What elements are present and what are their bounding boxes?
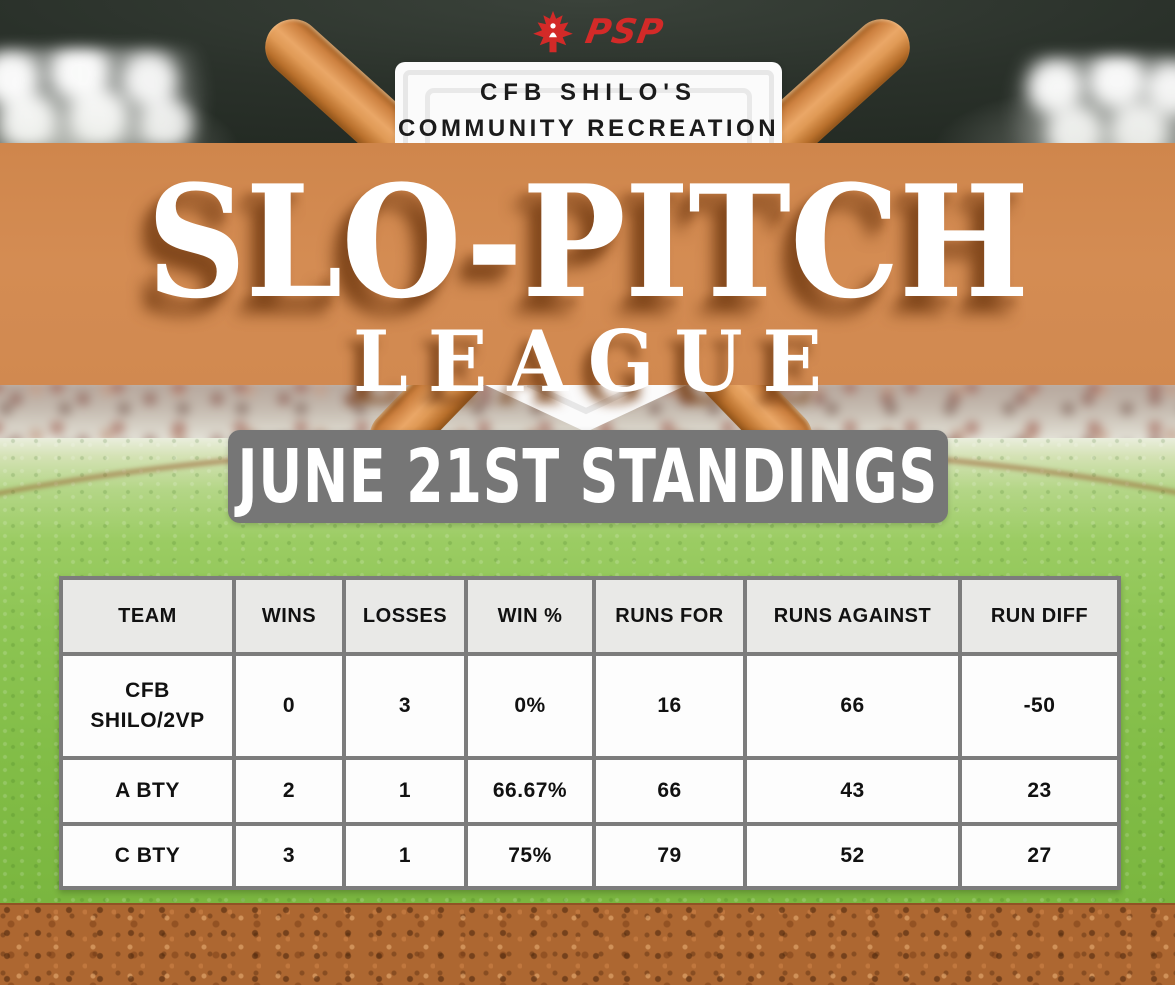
maple-leaf-icon — [533, 10, 573, 53]
run-diff-cell: 23 — [958, 756, 1121, 826]
org-name-line1: CFB SHILO'S — [479, 79, 698, 106]
home-plate-card: CFB SHILO'S COMMUNITY RECREATION — [395, 62, 782, 157]
team-name-cell: A BTY — [59, 756, 236, 826]
col-header-runs-for: RUNS FOR — [592, 576, 747, 656]
col-header-win-pct: WIN % — [464, 576, 596, 656]
plate-inner-outline-2 — [425, 88, 752, 157]
psp-wordmark: PSP — [582, 12, 667, 52]
team-name-cell: CFB SHILO/2VP — [59, 652, 236, 760]
col-header-run-diff: RUN DIFF — [958, 576, 1121, 656]
col-header-losses: LOSSES — [342, 576, 468, 656]
win-pct-cell: 75% — [464, 822, 596, 890]
col-header-runs-against: RUNS AGAINST — [743, 576, 962, 656]
col-header-wins: WINS — [232, 576, 346, 656]
standings-date-label: JUNE 21ST STANDINGS — [237, 433, 939, 520]
win-pct-cell: 0% — [464, 652, 596, 760]
field-dirt — [0, 903, 1175, 985]
home-plate-point-icon — [483, 384, 689, 432]
runs-for-cell: 66 — [592, 756, 747, 826]
losses-cell: 1 — [342, 756, 468, 826]
win-pct-cell: 66.67% — [464, 756, 596, 826]
league-title: SLO-PITCH — [146, 150, 1029, 333]
org-name-line2: COMMUNITY RECREATION — [397, 115, 780, 142]
psp-canada-logo: PSP — [530, 10, 667, 54]
runs-for-cell: 16 — [592, 652, 747, 760]
losses-cell: 1 — [342, 822, 468, 890]
runs-against-cell: 43 — [743, 756, 962, 826]
col-header-team: TEAM — [59, 576, 236, 656]
runs-against-cell: 66 — [743, 652, 962, 760]
table-row: CFB SHILO/2VP 0 3 0% 16 66 -50 — [59, 652, 1121, 760]
table-row: C BTY 3 1 75% 79 52 27 — [59, 822, 1121, 890]
run-diff-cell: 27 — [958, 822, 1121, 890]
organization-header: CFB SHILO'S COMMUNITY RECREATION — [395, 75, 782, 147]
runs-for-cell: 79 — [592, 822, 747, 890]
table-header-row: TEAM WINS LOSSES WIN % RUNS FOR RUNS AGA… — [59, 576, 1121, 656]
wins-cell: 0 — [232, 652, 346, 760]
team-name-cell: C BTY — [59, 822, 236, 890]
league-subtitle: LEAGUE — [353, 313, 842, 412]
standings-table: TEAM WINS LOSSES WIN % RUNS FOR RUNS AGA… — [59, 576, 1121, 890]
wins-cell: 3 — [232, 822, 346, 890]
runs-against-cell: 52 — [743, 822, 962, 890]
run-diff-cell: -50 — [958, 652, 1121, 760]
plate-inner-outline — [403, 70, 774, 157]
wins-cell: 2 — [232, 756, 346, 826]
losses-cell: 3 — [342, 652, 468, 760]
title-banner: SLO-PITCH LEAGUE — [0, 143, 1175, 405]
table-row: A BTY 2 1 66.67% 66 43 23 — [59, 756, 1121, 826]
standings-date-banner: JUNE 21ST STANDINGS — [228, 430, 948, 523]
